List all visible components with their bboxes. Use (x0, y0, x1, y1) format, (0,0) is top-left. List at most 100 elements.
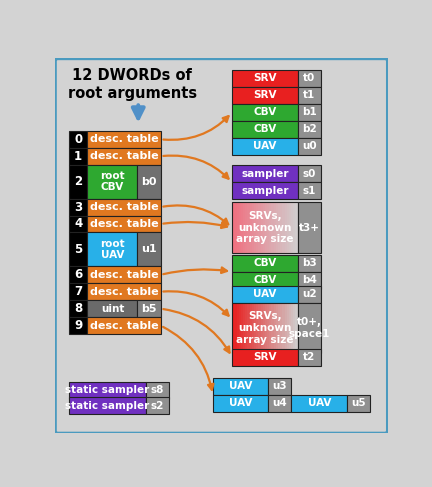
Text: uint: uint (101, 304, 124, 314)
Text: 2: 2 (74, 175, 82, 188)
Bar (69, 300, 87, 317)
Text: t3+: t3+ (299, 223, 320, 233)
Bar (269, 203, 272, 253)
Bar (87, 148, 161, 165)
Bar (232, 70, 298, 87)
Text: b5: b5 (141, 304, 157, 314)
Text: b0: b0 (141, 177, 157, 187)
Bar (232, 183, 298, 199)
Text: UAV: UAV (253, 141, 276, 151)
Bar (232, 272, 298, 289)
Text: u1: u1 (141, 244, 157, 254)
Text: b2: b2 (302, 124, 317, 134)
Bar (298, 285, 321, 302)
Text: static sampler: static sampler (65, 401, 149, 411)
Bar (69, 382, 146, 399)
Bar (287, 203, 289, 253)
Bar (69, 266, 87, 283)
Bar (243, 203, 246, 253)
Bar (69, 317, 87, 334)
Bar (252, 203, 254, 253)
Bar (293, 302, 296, 354)
Bar (250, 203, 252, 253)
Bar (87, 216, 161, 232)
Text: 9: 9 (74, 319, 83, 332)
Bar (232, 87, 298, 104)
Bar (298, 166, 321, 183)
Text: SRVs,
unknown
array size: SRVs, unknown array size (236, 311, 294, 344)
Bar (248, 302, 250, 354)
Text: 3: 3 (74, 201, 82, 214)
Bar (278, 203, 280, 253)
Text: u3: u3 (273, 381, 287, 392)
Bar (276, 203, 278, 253)
Bar (298, 183, 321, 199)
Bar (232, 104, 298, 121)
Bar (87, 283, 161, 300)
Text: static sampler: static sampler (65, 385, 149, 395)
Bar (291, 203, 294, 253)
Bar (268, 378, 292, 395)
Text: desc. table: desc. table (90, 219, 158, 229)
Bar (268, 395, 292, 412)
Bar (298, 272, 321, 289)
Bar (291, 302, 294, 354)
Bar (265, 302, 267, 354)
Text: desc. table: desc. table (90, 151, 158, 161)
Bar (146, 382, 169, 399)
Bar (232, 302, 235, 354)
Bar (298, 70, 321, 87)
Bar (237, 302, 239, 354)
Bar (241, 203, 244, 253)
Bar (269, 302, 272, 354)
Text: UAV: UAV (229, 398, 252, 409)
Text: 8: 8 (74, 302, 83, 315)
Bar (271, 302, 274, 354)
Text: SRV: SRV (253, 352, 276, 362)
Text: UAV: UAV (308, 398, 331, 409)
Bar (232, 302, 298, 354)
Bar (248, 203, 250, 253)
Bar (298, 203, 321, 253)
Bar (87, 300, 137, 317)
Text: 7: 7 (74, 285, 82, 298)
Bar (69, 199, 87, 216)
Bar (278, 302, 280, 354)
Text: desc. table: desc. table (90, 270, 158, 280)
Bar (69, 232, 87, 266)
Bar (232, 138, 298, 155)
Bar (69, 131, 87, 148)
Bar (239, 302, 241, 354)
Bar (256, 203, 259, 253)
Bar (271, 203, 274, 253)
Bar (285, 203, 287, 253)
Bar (273, 302, 276, 354)
Bar (258, 203, 261, 253)
Bar (298, 87, 321, 104)
Bar (232, 203, 235, 253)
Bar (298, 255, 321, 272)
Bar (258, 302, 261, 354)
Text: UAV: UAV (253, 289, 276, 299)
Text: 4: 4 (74, 218, 83, 230)
Bar (295, 203, 298, 253)
Bar (256, 302, 259, 354)
Text: 5: 5 (74, 243, 83, 256)
Text: CBV: CBV (253, 258, 276, 268)
Text: b1: b1 (302, 107, 317, 117)
Bar (239, 203, 241, 253)
Bar (263, 203, 265, 253)
Bar (69, 165, 87, 199)
Bar (87, 317, 161, 334)
Bar (285, 302, 287, 354)
Text: desc. table: desc. table (90, 287, 158, 297)
Text: 12 DWORDs of
root arguments: 12 DWORDs of root arguments (67, 68, 197, 101)
Text: CBV: CBV (253, 275, 276, 285)
Bar (232, 285, 298, 302)
Bar (232, 255, 298, 272)
Bar (137, 232, 161, 266)
Bar (273, 203, 276, 253)
Bar (69, 148, 87, 165)
Bar (298, 302, 321, 354)
Text: sampler: sampler (241, 186, 289, 196)
